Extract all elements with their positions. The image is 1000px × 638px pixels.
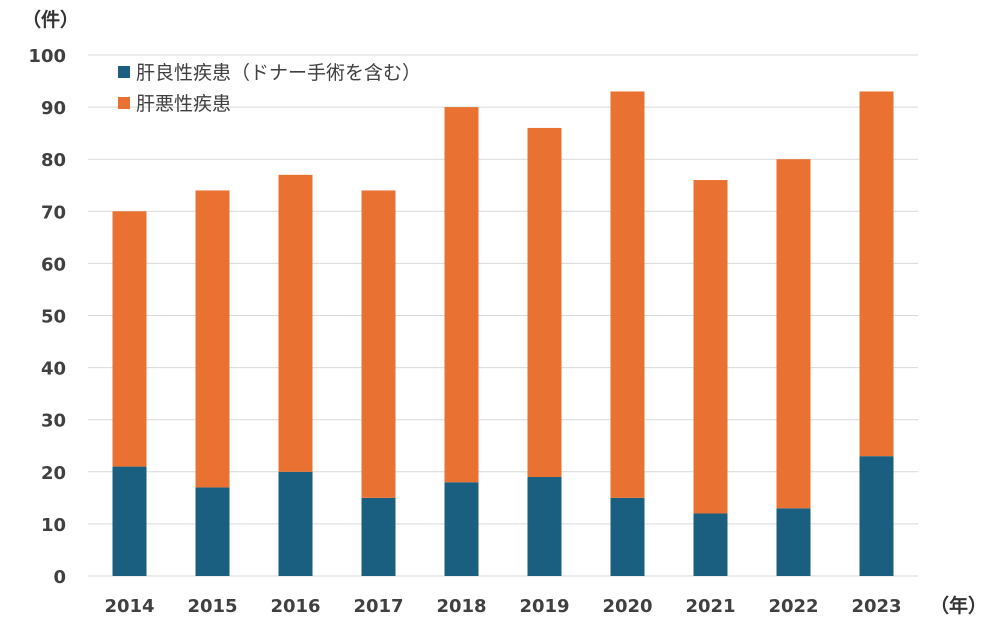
y-tick-label: 100 [28,46,66,67]
x-tick-label: 2017 [353,596,403,617]
y-tick-label: 50 [41,307,66,328]
bar-malignant-2021 [693,180,728,514]
bar-benign-2020 [610,497,645,576]
bar-benign-2014 [112,466,147,576]
y-axis-unit-label: （件） [22,8,79,31]
x-tick-label: 2014 [104,596,154,617]
bar-benign-2022 [776,508,811,576]
x-tick-label: 2019 [519,596,569,617]
bar-malignant-2018 [444,107,479,483]
bar-malignant-2020 [610,91,645,498]
bar-malignant-2015 [195,190,230,488]
x-tick-label: 2023 [851,596,901,617]
bar-benign-2021 [693,513,728,576]
legend-label-malignant: 肝悪性疾患 [136,93,231,115]
y-tick-label: 40 [41,359,66,380]
x-tick-label: 2018 [436,596,486,617]
bar-benign-2017 [361,497,396,576]
x-axis-unit-label: （年） [930,594,987,617]
x-tick-label: 2022 [768,596,818,617]
x-tick-label: 2021 [685,596,735,617]
x-tick-label: 2015 [187,596,237,617]
legend: 肝良性疾患（ドナー手術を含む） 肝悪性疾患 [118,62,421,115]
bar-malignant-2019 [527,127,562,478]
y-tick-label: 90 [41,98,66,119]
bar-malignant-2014 [112,211,147,467]
y-tick-label: 30 [41,411,66,432]
bar-malignant-2022 [776,159,811,509]
bar-benign-2019 [527,477,562,576]
y-tick-label: 60 [41,254,66,275]
bar-benign-2023 [859,456,894,576]
y-tick-labels: 0 10 20 30 40 50 60 70 80 90 100 [28,46,66,588]
x-tick-labels: 2014 2015 2016 2017 2018 2019 2020 2021 2022 2023 [104,596,901,617]
y-tick-label: 20 [41,463,66,484]
y-tick-label: 0 [53,567,66,588]
legend-label-benign: 肝良性疾患（ドナー手術を含む） [136,62,421,84]
bar-benign-2015 [195,487,230,576]
y-tick-label: 10 [41,515,66,536]
bar-benign-2016 [278,471,313,576]
legend-swatch-benign [118,66,130,78]
bar-malignant-2017 [361,190,396,498]
x-tick-label: 2020 [602,596,652,617]
bars [112,91,894,576]
bar-malignant-2023 [859,91,894,457]
x-tick-label: 2016 [270,596,320,617]
y-tick-label: 70 [41,202,66,223]
legend-swatch-malignant [118,97,130,109]
bar-malignant-2016 [278,174,313,472]
bar-benign-2018 [444,482,479,576]
y-tick-label: 80 [41,150,66,171]
